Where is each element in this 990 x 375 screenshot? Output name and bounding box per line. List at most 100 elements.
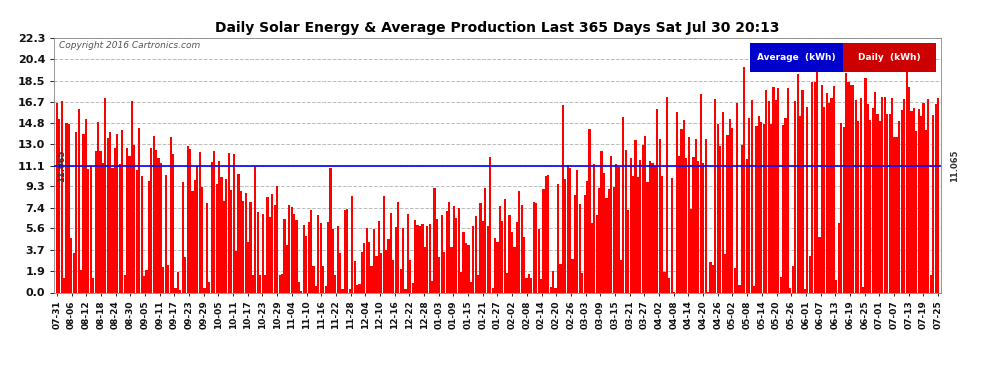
Bar bbox=[208, 282, 211, 292]
Bar bbox=[799, 116, 801, 292]
Bar bbox=[182, 182, 184, 292]
Bar bbox=[518, 191, 521, 292]
Bar bbox=[906, 72, 908, 292]
Bar bbox=[625, 150, 627, 292]
Bar bbox=[566, 165, 569, 292]
Bar bbox=[499, 206, 501, 292]
Bar bbox=[923, 103, 925, 292]
Bar bbox=[455, 218, 457, 292]
Bar bbox=[849, 86, 852, 292]
Bar bbox=[826, 93, 828, 292]
Bar bbox=[136, 170, 138, 292]
Bar bbox=[847, 82, 849, 292]
Bar bbox=[559, 264, 561, 292]
Bar bbox=[521, 205, 523, 292]
Bar bbox=[554, 288, 556, 292]
Bar bbox=[286, 245, 288, 292]
Bar bbox=[714, 99, 717, 292]
Bar bbox=[494, 238, 496, 292]
Bar bbox=[72, 253, 75, 292]
Bar bbox=[395, 227, 397, 292]
Bar bbox=[767, 101, 769, 292]
Bar bbox=[121, 130, 124, 292]
Bar bbox=[697, 160, 700, 292]
Bar bbox=[841, 123, 842, 292]
Bar bbox=[574, 195, 576, 292]
Bar bbox=[238, 174, 240, 292]
Bar bbox=[70, 237, 72, 292]
Bar bbox=[226, 179, 228, 292]
Bar bbox=[879, 121, 881, 292]
Bar bbox=[908, 87, 910, 292]
Bar bbox=[874, 92, 876, 292]
Bar bbox=[610, 156, 613, 292]
Bar bbox=[526, 278, 528, 292]
Bar bbox=[792, 266, 794, 292]
Bar bbox=[77, 110, 80, 292]
Bar bbox=[854, 100, 857, 292]
Bar bbox=[719, 146, 722, 292]
Bar bbox=[134, 145, 136, 292]
Bar bbox=[549, 287, 551, 292]
Bar bbox=[373, 230, 375, 292]
Bar bbox=[901, 110, 903, 292]
Bar bbox=[164, 176, 167, 292]
Bar bbox=[933, 115, 935, 292]
Bar bbox=[375, 255, 377, 292]
Bar bbox=[216, 184, 218, 292]
Bar bbox=[92, 278, 94, 292]
Bar bbox=[348, 290, 350, 292]
Bar bbox=[273, 205, 276, 292]
Bar bbox=[204, 288, 206, 292]
Bar bbox=[651, 163, 653, 292]
Bar bbox=[470, 282, 472, 292]
Bar bbox=[748, 117, 750, 292]
Bar bbox=[196, 166, 198, 292]
Bar bbox=[739, 285, 741, 292]
FancyBboxPatch shape bbox=[843, 43, 937, 72]
Bar bbox=[378, 220, 380, 292]
Bar bbox=[852, 86, 854, 292]
Bar bbox=[833, 86, 836, 292]
Bar bbox=[104, 99, 106, 292]
Bar bbox=[256, 212, 259, 292]
Bar bbox=[162, 267, 164, 292]
Bar bbox=[434, 188, 436, 292]
Bar bbox=[346, 209, 348, 292]
Bar bbox=[452, 206, 455, 292]
Bar bbox=[344, 210, 346, 292]
Bar bbox=[322, 266, 325, 292]
Bar bbox=[757, 116, 760, 292]
Bar bbox=[736, 103, 739, 292]
Bar bbox=[390, 213, 392, 292]
Bar bbox=[806, 107, 809, 292]
Bar bbox=[741, 144, 743, 292]
Bar bbox=[380, 253, 382, 292]
Bar bbox=[661, 177, 663, 292]
Bar bbox=[426, 226, 429, 292]
Bar bbox=[303, 225, 305, 292]
Bar bbox=[248, 242, 249, 292]
Bar bbox=[893, 137, 896, 292]
Bar bbox=[688, 137, 690, 292]
Bar bbox=[424, 247, 426, 292]
Bar bbox=[601, 151, 603, 292]
Bar bbox=[358, 284, 360, 292]
Bar bbox=[291, 207, 293, 292]
Bar bbox=[172, 154, 174, 292]
Bar bbox=[935, 104, 937, 292]
Bar bbox=[552, 272, 554, 292]
Bar bbox=[913, 108, 915, 292]
Bar bbox=[447, 202, 450, 292]
Bar bbox=[465, 243, 467, 292]
Bar bbox=[797, 74, 799, 292]
Bar bbox=[884, 97, 886, 292]
Bar bbox=[867, 104, 869, 292]
Bar bbox=[765, 90, 767, 292]
Bar bbox=[925, 130, 927, 292]
Bar bbox=[898, 121, 901, 292]
Bar bbox=[221, 177, 223, 292]
Bar bbox=[330, 168, 332, 292]
Bar bbox=[199, 153, 201, 292]
Bar bbox=[831, 98, 833, 292]
